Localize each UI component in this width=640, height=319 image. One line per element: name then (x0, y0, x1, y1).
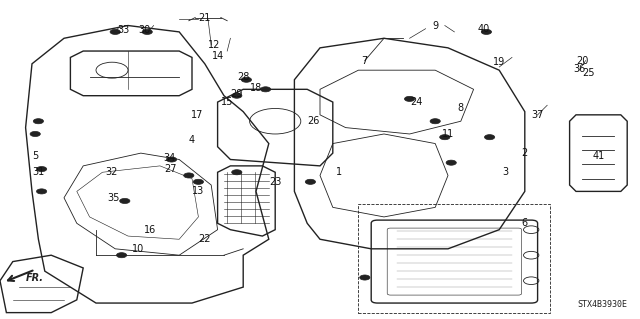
Text: 15: 15 (221, 97, 234, 107)
Circle shape (446, 160, 456, 165)
Text: 23: 23 (269, 177, 282, 187)
Circle shape (193, 179, 204, 184)
Circle shape (232, 93, 242, 98)
Circle shape (232, 170, 242, 175)
Text: STX4B3930E: STX4B3930E (577, 300, 627, 309)
Circle shape (481, 29, 492, 34)
Text: 4: 4 (189, 135, 195, 145)
Text: 37: 37 (531, 110, 544, 120)
Text: 40: 40 (477, 24, 490, 34)
Circle shape (305, 179, 316, 184)
Circle shape (120, 198, 130, 204)
Circle shape (184, 173, 194, 178)
Text: 11: 11 (442, 129, 454, 139)
Text: 16: 16 (144, 225, 157, 235)
Text: 27: 27 (164, 164, 177, 174)
Text: 12: 12 (208, 40, 221, 50)
Text: 1: 1 (336, 167, 342, 177)
Text: 5: 5 (32, 151, 38, 161)
Text: 21: 21 (198, 12, 211, 23)
Text: 29: 29 (230, 89, 243, 99)
Circle shape (241, 77, 252, 82)
Circle shape (360, 275, 370, 280)
Text: 13: 13 (192, 186, 205, 197)
Text: 35: 35 (108, 193, 120, 203)
Text: FR.: FR. (26, 273, 44, 283)
Text: 28: 28 (237, 71, 250, 82)
Text: 36: 36 (573, 63, 586, 74)
Text: 33: 33 (117, 25, 130, 35)
Text: 34: 34 (163, 153, 176, 163)
Text: 20: 20 (576, 56, 589, 66)
Circle shape (30, 131, 40, 137)
Text: 22: 22 (198, 234, 211, 244)
Circle shape (404, 96, 415, 101)
Circle shape (33, 119, 44, 124)
Text: 32: 32 (106, 167, 118, 177)
Circle shape (430, 119, 440, 124)
Text: 30: 30 (138, 25, 150, 35)
Circle shape (142, 29, 152, 34)
Text: 2: 2 (522, 148, 528, 158)
Text: 14: 14 (211, 51, 224, 61)
Circle shape (484, 135, 495, 140)
Text: 41: 41 (592, 151, 605, 161)
Text: 26: 26 (307, 116, 320, 126)
Circle shape (36, 167, 47, 172)
Text: 9: 9 (432, 20, 438, 31)
Circle shape (36, 189, 47, 194)
Text: 19: 19 (493, 57, 506, 67)
Circle shape (166, 157, 177, 162)
Text: 17: 17 (191, 110, 204, 120)
Text: 7: 7 (362, 56, 368, 66)
Text: 8: 8 (458, 103, 464, 114)
Text: 25: 25 (582, 68, 595, 78)
Text: 18: 18 (250, 83, 262, 93)
Text: 6: 6 (522, 218, 528, 228)
Text: 24: 24 (410, 97, 422, 107)
Text: 31: 31 (32, 167, 45, 177)
Circle shape (116, 253, 127, 258)
Circle shape (110, 29, 120, 34)
Text: 10: 10 (131, 244, 144, 254)
Text: 3: 3 (502, 167, 509, 177)
Circle shape (440, 135, 450, 140)
Circle shape (260, 87, 271, 92)
